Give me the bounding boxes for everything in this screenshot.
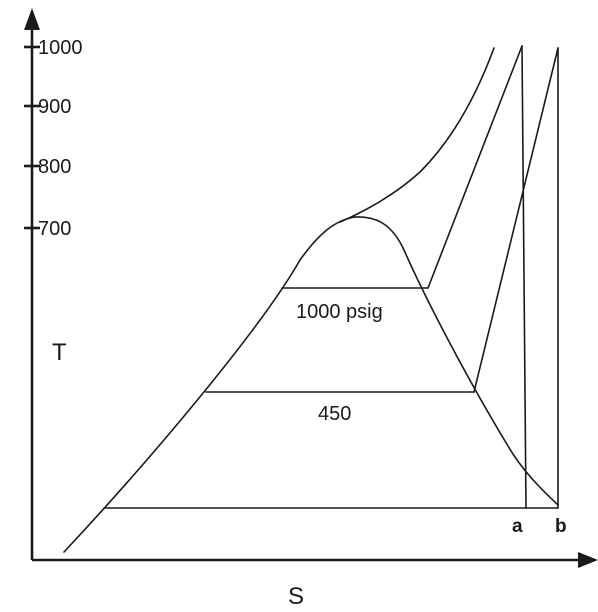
- supercritical-isobar: [339, 47, 495, 223]
- y-axis-label: T: [52, 339, 67, 366]
- saturated-liquid-line: [63, 216, 356, 553]
- point-a-label: a: [512, 516, 523, 537]
- saturated-vapor-line: [354, 216, 559, 506]
- y-tick-label-700: 700: [38, 218, 71, 240]
- superheat-line-a: [427, 45, 523, 289]
- superheat-line-b: [473, 47, 559, 393]
- x-axis-label: S: [288, 583, 304, 610]
- expansion-line-a: [521, 45, 527, 509]
- isobar-450-label: 450: [318, 403, 351, 425]
- point-b-label: b: [555, 516, 567, 537]
- y-tick-label-900: 900: [38, 96, 71, 118]
- y-tick-label-800: 800: [38, 156, 71, 178]
- y-axis-arrowhead: [24, 8, 40, 30]
- y-tick-label-1000: 1000: [38, 37, 83, 59]
- x-axis-arrowhead: [578, 552, 598, 568]
- isobar-1000-label: 1000 psig: [296, 301, 383, 323]
